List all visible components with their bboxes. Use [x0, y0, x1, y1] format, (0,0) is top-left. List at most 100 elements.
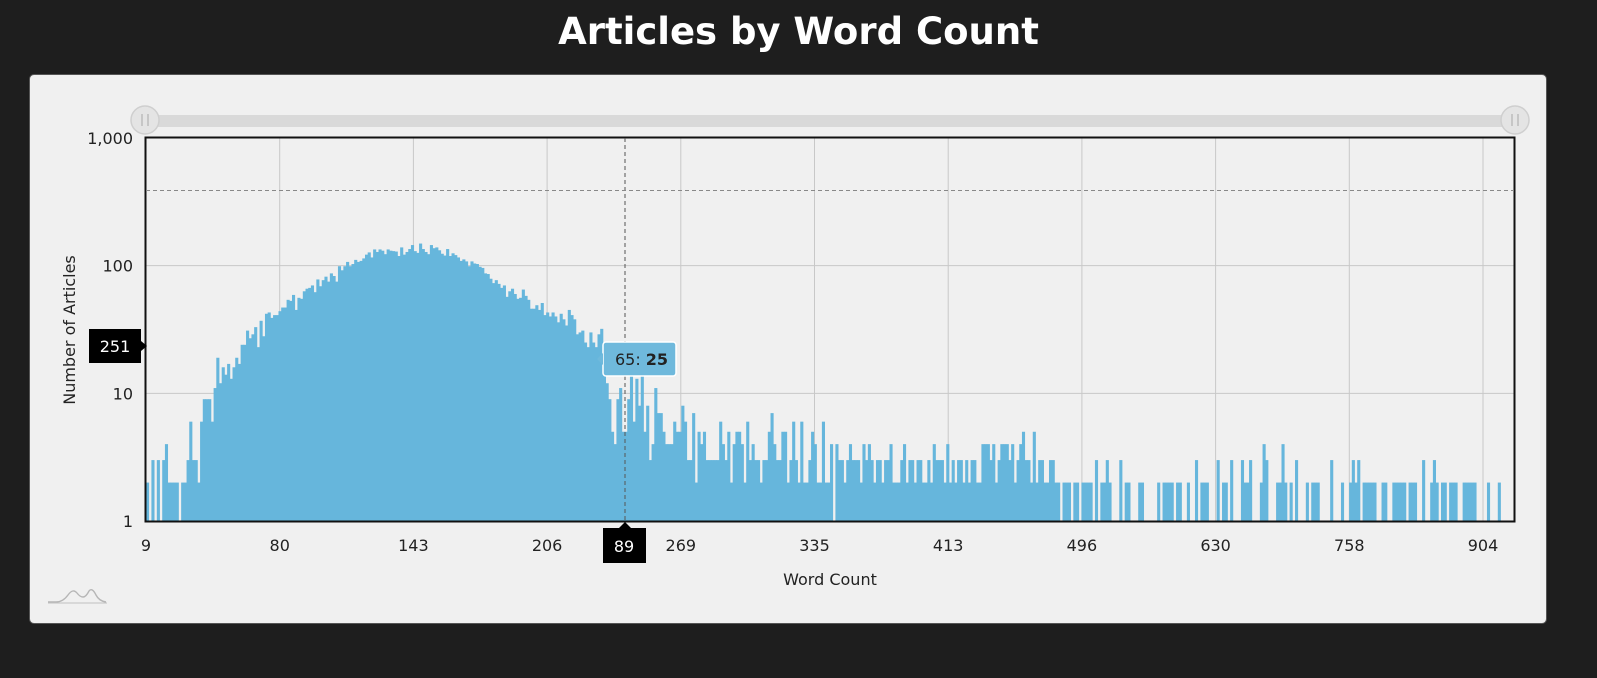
histogram-bar: [1216, 460, 1220, 521]
histogram-bar: [1038, 460, 1042, 521]
histogram-bar: [602, 357, 607, 521]
histogram-bar: [635, 378, 639, 521]
histogram-bar: [1119, 460, 1123, 521]
range-start-handle[interactable]: [130, 105, 160, 135]
histogram-bar: [1470, 482, 1474, 521]
histogram-bar: [481, 267, 485, 521]
histogram-bar: [808, 460, 812, 521]
histogram-bar: [186, 460, 190, 521]
histogram-bar: [629, 374, 634, 521]
histogram-bar: [994, 482, 999, 521]
range-slider[interactable]: [130, 105, 1530, 135]
histogram-bar: [1200, 482, 1204, 521]
y-tick-label: 1: [123, 512, 133, 531]
histogram-bar: [1035, 482, 1039, 521]
x-axis-title: Word Count: [783, 570, 877, 589]
histogram-bar: [594, 347, 598, 521]
histogram-bar: [997, 460, 1001, 521]
histogram-bar: [1030, 482, 1034, 521]
histogram-bar: [362, 258, 366, 521]
x-tick-label: 630: [1200, 536, 1231, 555]
histogram-bar: [1305, 482, 1309, 521]
chart-logo-icon: [48, 588, 107, 604]
histogram-bar: [978, 482, 982, 521]
histogram-bar: [786, 482, 790, 521]
histogram-bar: [451, 253, 455, 521]
histogram-bar: [605, 383, 609, 521]
histogram-bar: [1259, 482, 1263, 521]
histogram-bar: [1016, 460, 1020, 521]
histogram-bar: [297, 297, 301, 521]
histogram-bar: [383, 254, 388, 521]
histogram-bar: [708, 460, 712, 521]
histogram-bar: [432, 248, 436, 521]
histogram-bar: [1186, 482, 1190, 521]
histogram-bar: [227, 363, 231, 521]
histogram-bar: [884, 460, 888, 521]
histogram-bar: [319, 286, 323, 521]
histogram-bar: [865, 460, 869, 521]
histogram-bar: [1486, 482, 1491, 521]
histogram-bar: [681, 405, 685, 521]
histogram-bar: [843, 482, 847, 521]
histogram-bar: [529, 308, 534, 521]
histogram-bar: [1443, 482, 1447, 521]
histogram-bar: [235, 357, 239, 521]
histogram-bar: [789, 460, 793, 521]
histogram-bar: [340, 270, 344, 521]
histogram-bar: [1454, 482, 1458, 521]
histogram-bar: [875, 460, 880, 521]
histogram-bar: [1094, 460, 1099, 521]
histogram-bar: [308, 287, 312, 521]
histogram-bar: [327, 281, 331, 521]
histogram-bar: [300, 298, 304, 521]
histogram-bar: [719, 421, 723, 521]
histogram-bar: [792, 421, 796, 521]
histogram-bar: [551, 312, 555, 521]
histogram-bar: [989, 460, 993, 521]
histogram-bar: [321, 280, 325, 521]
histogram-bar: [289, 300, 293, 521]
histogram-bar: [1262, 444, 1266, 521]
histogram-bar: [1076, 482, 1080, 521]
histogram-bar: [892, 482, 896, 521]
histogram-bar: [494, 280, 498, 521]
histogram-bar: [621, 431, 625, 521]
histogram-bar: [562, 319, 566, 521]
histogram-bar: [924, 482, 928, 521]
histogram-bar: [765, 460, 769, 521]
histogram-bar: [984, 444, 988, 521]
x-tick-label: 80: [270, 536, 290, 555]
histogram-bar: [465, 261, 469, 521]
histogram-bar: [946, 444, 950, 521]
svg-text:65:25: 65: 25: [615, 350, 668, 369]
range-end-handle[interactable]: [1500, 105, 1530, 135]
histogram-bar: [1441, 482, 1445, 521]
range-slider-track[interactable]: [145, 115, 1515, 127]
histogram-bar: [578, 332, 582, 521]
histogram-bar: [1351, 460, 1355, 521]
histogram-bar: [927, 460, 931, 521]
histogram-bar: [508, 291, 512, 521]
histogram-bar: [489, 278, 493, 521]
histogram-bar: [592, 342, 596, 521]
histogram-bar: [1311, 482, 1315, 521]
histogram-bar: [370, 257, 374, 521]
histogram-bar: [1392, 482, 1396, 521]
histogram-bar: [394, 251, 398, 522]
histogram-bar: [824, 482, 828, 521]
histogram-bar: [716, 460, 720, 521]
histogram-bar: [483, 273, 488, 521]
histogram-bar: [919, 460, 923, 521]
histogram-bar: [921, 482, 926, 521]
histogram-bar: [221, 367, 225, 521]
histogram-bar: [689, 460, 693, 521]
histogram-bar: [521, 289, 525, 521]
histogram-bar: [202, 399, 206, 521]
histogram-bar: [1246, 482, 1250, 521]
histogram-bar: [1046, 482, 1050, 521]
histogram-bar: [1362, 482, 1366, 521]
histogram-bar: [1400, 482, 1404, 521]
histogram-bar: [797, 482, 801, 521]
